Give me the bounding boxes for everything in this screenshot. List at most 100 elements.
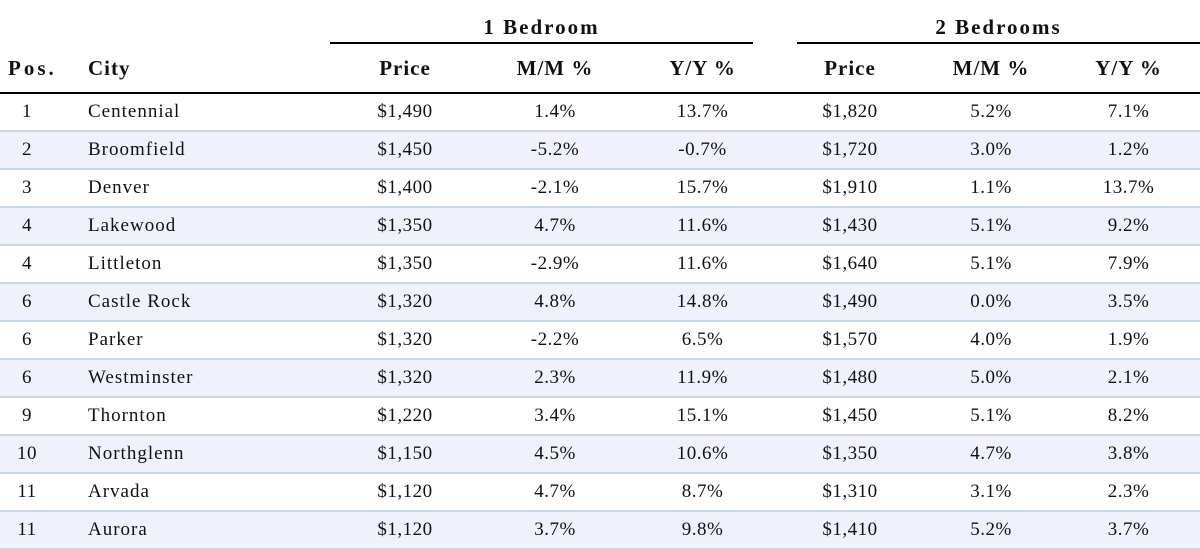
row-mm-1br: 4.5% [480, 435, 630, 474]
row-city: Westminster [62, 359, 330, 398]
row-city: Northglenn [62, 435, 330, 474]
row-mm-2br: 3.0% [925, 131, 1058, 170]
row-price-1br: $1,450 [330, 131, 480, 170]
row-yy-2br: 8.2% [1057, 397, 1200, 436]
row-yy-2br: 13.7% [1057, 169, 1200, 208]
row-mm-2br: 4.7% [925, 435, 1058, 474]
group-one-bedroom-cell: 1 Bedroom [330, 0, 775, 44]
row-yy-2br: 2.3% [1057, 473, 1200, 512]
row-mm-1br: 3.7% [480, 511, 630, 550]
row-city: Aurora [62, 511, 330, 550]
row-price-1br: $1,320 [330, 359, 480, 398]
row-mm-2br: 1.1% [925, 169, 1058, 208]
row-mm-1br: 3.4% [480, 397, 630, 436]
row-city: Castle Rock [62, 283, 330, 322]
row-price-2br: $1,820 [775, 93, 926, 132]
row-position: 4 [0, 245, 62, 284]
header-mm-2br: M/M % [925, 44, 1058, 94]
row-yy-1br: 9.8% [630, 511, 776, 550]
row-yy-1br: 15.7% [630, 169, 776, 208]
row-city: Arvada [62, 473, 330, 512]
row-position: 10 [0, 435, 62, 474]
row-position: 6 [0, 283, 62, 322]
header-yy-2br: Y/Y % [1057, 44, 1200, 94]
row-mm-2br: 5.1% [925, 245, 1058, 284]
row-yy-2br: 3.5% [1057, 283, 1200, 322]
header-pos: Pos. [0, 44, 62, 94]
row-city: Lakewood [62, 207, 330, 246]
row-yy-1br: 8.7% [630, 473, 776, 512]
row-yy-2br: 3.8% [1057, 435, 1200, 474]
row-mm-2br: 4.0% [925, 321, 1058, 360]
row-mm-1br: 2.3% [480, 359, 630, 398]
row-mm-1br: 4.7% [480, 473, 630, 512]
row-price-1br: $1,150 [330, 435, 480, 474]
row-price-2br: $1,640 [775, 245, 926, 284]
header-price-2br: Price [775, 44, 926, 94]
column-header-row: Pos. City Price M/M % Y/Y % Price M/M % … [0, 44, 1200, 94]
row-price-1br: $1,320 [330, 321, 480, 360]
row-yy-2br: 3.7% [1057, 511, 1200, 550]
row-city: Centennial [62, 93, 330, 132]
row-price-2br: $1,720 [775, 131, 926, 170]
group-two-bedrooms-cell: 2 Bedrooms [775, 0, 1200, 44]
row-mm-1br: -2.9% [480, 245, 630, 284]
row-mm-1br: 1.4% [480, 93, 630, 132]
row-mm-2br: 5.1% [925, 397, 1058, 436]
row-price-1br: $1,320 [330, 283, 480, 322]
row-city: Broomfield [62, 131, 330, 170]
row-yy-1br: 11.6% [630, 245, 776, 284]
row-city: Parker [62, 321, 330, 360]
row-price-2br: $1,350 [775, 435, 926, 474]
row-position: 4 [0, 207, 62, 246]
row-price-2br: $1,310 [775, 473, 926, 512]
row-price-2br: $1,430 [775, 207, 926, 246]
group-spacer [62, 0, 330, 44]
group-header-row: 1 Bedroom 2 Bedrooms [0, 0, 1200, 44]
group-title-one-bedroom: 1 Bedroom [330, 15, 754, 44]
row-yy-1br: 11.9% [630, 359, 776, 398]
table-row: 6 Parker $1,320 -2.2% 6.5% $1,570 4.0% 1.9% [0, 321, 1200, 360]
row-position: 1 [0, 93, 62, 132]
row-city: Denver [62, 169, 330, 208]
row-yy-2br: 2.1% [1057, 359, 1200, 398]
row-position: 2 [0, 131, 62, 170]
row-price-1br: $1,120 [330, 511, 480, 550]
row-price-2br: $1,490 [775, 283, 926, 322]
row-price-2br: $1,480 [775, 359, 926, 398]
row-mm-1br: 4.8% [480, 283, 630, 322]
row-city: Littleton [62, 245, 330, 284]
table-row: 6 Castle Rock $1,320 4.8% 14.8% $1,490 0.0% 3.5… [0, 283, 1200, 322]
row-position: 11 [0, 473, 62, 512]
table-row: 11 Arvada $1,120 4.7% 8.7% $1,310 3.1% 2.3% [0, 473, 1200, 512]
row-price-2br: $1,410 [775, 511, 926, 550]
row-mm-1br: -5.2% [480, 131, 630, 170]
row-mm-2br: 5.0% [925, 359, 1058, 398]
header-yy-1br: Y/Y % [630, 44, 776, 94]
row-price-1br: $1,490 [330, 93, 480, 132]
row-price-2br: $1,570 [775, 321, 926, 360]
header-mm-1br: M/M % [480, 44, 630, 94]
table-row: 6 Westminster $1,320 2.3% 11.9% $1,480 5.0% 2.1… [0, 359, 1200, 398]
row-mm-1br: -2.1% [480, 169, 630, 208]
row-yy-2br: 9.2% [1057, 207, 1200, 246]
row-price-2br: $1,910 [775, 169, 926, 208]
row-yy-1br: 13.7% [630, 93, 776, 132]
row-price-1br: $1,350 [330, 245, 480, 284]
row-yy-1br: 10.6% [630, 435, 776, 474]
row-mm-2br: 0.0% [925, 283, 1058, 322]
table-row: 4 Lakewood $1,350 4.7% 11.6% $1,430 5.1% 9.2% [0, 207, 1200, 246]
group-spacer [0, 0, 62, 44]
table-row: 2 Broomfield $1,450 -5.2% -0.7% $1,720 3.0% 1.2… [0, 131, 1200, 170]
row-yy-2br: 7.9% [1057, 245, 1200, 284]
row-yy-2br: 7.1% [1057, 93, 1200, 132]
group-title-two-bedrooms: 2 Bedrooms [797, 15, 1200, 44]
row-yy-1br: -0.7% [630, 131, 776, 170]
row-yy-1br: 14.8% [630, 283, 776, 322]
row-position: 11 [0, 511, 62, 550]
row-position: 3 [0, 169, 62, 208]
row-price-1br: $1,350 [330, 207, 480, 246]
row-mm-2br: 5.2% [925, 511, 1058, 550]
table-row: 10 Northglenn $1,150 4.5% 10.6% $1,350 4.7% 3.8… [0, 435, 1200, 474]
row-yy-1br: 15.1% [630, 397, 776, 436]
